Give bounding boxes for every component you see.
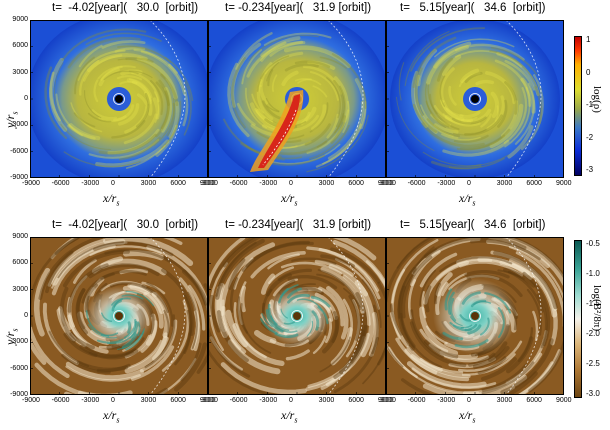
density-panel-t3 <box>386 20 564 178</box>
x-tick-label: -6000 <box>51 397 70 404</box>
x-tick-label: 6000 <box>348 397 364 404</box>
x-tick-label: 9000 <box>378 397 394 404</box>
x-tick-label: -3000 <box>81 397 100 404</box>
colorbar-tick-label: -2 <box>586 132 594 142</box>
panel-title-1-2: t= -0.234[year]( 31.9 [orbit]) <box>225 2 372 14</box>
x-tick-label: -6000 <box>229 180 248 187</box>
x-tick-label: -9000 <box>22 397 40 404</box>
x-tick-label: 0 <box>111 397 115 404</box>
x-tick-label: 3000 <box>318 397 335 404</box>
x-tick-label: -3000 <box>437 397 456 404</box>
x-tick-label: 0 <box>467 180 471 187</box>
colorbar-tick-label: 0 <box>586 67 591 77</box>
y-tick-label: -6000 <box>10 147 28 155</box>
colorbar-tick-label: -3.0 <box>586 389 600 398</box>
y-tick-label: -3000 <box>10 338 28 346</box>
x-tick-label: 0 <box>467 397 471 404</box>
y-tick-label: 6000 <box>12 42 28 50</box>
x-tick-label: -3000 <box>81 180 100 187</box>
x-tick-label: 3000 <box>496 397 513 404</box>
x-tick-label: 6000 <box>170 180 186 187</box>
y-tick-label: 9000 <box>12 16 28 23</box>
x-tick-label: -9000 <box>378 397 396 404</box>
y-tick-label: 0 <box>24 95 28 102</box>
x-axis-label-1-1: x/rs <box>103 191 120 208</box>
x-axis-label-1-2: x/rs <box>281 191 298 208</box>
magnetic-panel-t3 <box>386 237 564 395</box>
x-tick-label: -9000 <box>378 180 396 187</box>
colorbar-tick-label: -1.5 <box>586 299 600 308</box>
x-tick-label: 6000 <box>170 397 186 404</box>
x-tick-label: -3000 <box>259 397 278 404</box>
x-tick-label: 9000 <box>556 397 572 404</box>
y-tick-label: 6000 <box>12 259 28 267</box>
x-tick-label: -6000 <box>407 397 426 404</box>
x-tick-label: 6000 <box>348 180 364 187</box>
y-tick-label: -3000 <box>10 121 28 129</box>
panel-title-1-1: t= -4.02[year]( 30.0 [orbit]) <box>52 2 199 14</box>
density-panel-t1 <box>30 20 208 178</box>
x-tick-label: 3000 <box>140 397 157 404</box>
x-tick-label: -9000 <box>22 180 40 187</box>
x-tick-label: 3000 <box>318 180 335 187</box>
x-tick-label: -6000 <box>407 180 426 187</box>
density-colorbar <box>574 36 582 176</box>
x-tick-label: -9000 <box>200 180 218 187</box>
colorbar-tick-label: 1 <box>586 35 591 44</box>
y-tick-label: -9000 <box>10 391 28 398</box>
x-tick-label: -6000 <box>51 180 70 187</box>
density-panel-t2 <box>208 20 386 178</box>
x-tick-label: 6000 <box>526 180 542 187</box>
panel-title-1-3: t= 5.15[year]( 34.6 [orbit]) <box>400 2 546 14</box>
x-tick-label: -9000 <box>200 397 218 404</box>
x-tick-label: 0 <box>111 180 115 187</box>
magnetic-colorbar <box>574 240 582 398</box>
x-axis-label-2-1: x/rs <box>103 408 120 425</box>
panel-title-2-3: t= 5.15[year]( 34.6 [orbit]) <box>400 219 546 231</box>
x-tick-label: 9000 <box>556 180 572 187</box>
x-tick-label: 3000 <box>496 180 513 187</box>
x-tick-label: 0 <box>289 397 293 404</box>
colorbar-tick-label: -3 <box>586 165 594 174</box>
x-axis-label-2-3: x/rs <box>459 408 476 425</box>
y-tick-label: -6000 <box>10 364 28 372</box>
x-axis-label-2-2: x/rs <box>281 408 298 425</box>
x-tick-label: 9000 <box>200 180 216 187</box>
y-tick-label: 0 <box>24 312 28 319</box>
colorbar-tick-label: -1.0 <box>586 269 600 278</box>
x-tick-label: -3000 <box>259 180 278 187</box>
y-tick-label: 3000 <box>12 68 28 76</box>
x-tick-label: 0 <box>289 180 293 187</box>
colorbar-tick-label: -1 <box>586 100 594 109</box>
magnetic-panel-t2 <box>208 237 386 395</box>
x-tick-label: -6000 <box>229 397 248 404</box>
x-tick-label: 9000 <box>378 180 394 187</box>
x-tick-label: 6000 <box>526 397 542 404</box>
density-colorbar-label: log(ρ) <box>591 86 603 113</box>
magnetic-colorbar-label: log(B²/8π) <box>591 285 603 332</box>
colorbar-tick-label: -2.5 <box>586 359 600 368</box>
panel-title-2-1: t= -4.02[year]( 30.0 [orbit]) <box>52 219 199 231</box>
x-axis-label-1-3: x/rs <box>459 191 476 208</box>
panel-title-2-2: t= -0.234[year]( 31.9 [orbit]) <box>225 219 372 231</box>
x-tick-label: 9000 <box>200 397 216 404</box>
y-tick-label: 9000 <box>12 233 28 240</box>
y-tick-label: -9000 <box>10 174 28 181</box>
x-tick-label: 3000 <box>140 180 157 187</box>
y-tick-label: 3000 <box>12 285 28 293</box>
colorbar-tick-label: -0.5 <box>586 239 600 248</box>
x-tick-label: -3000 <box>437 180 456 187</box>
magnetic-panel-t1 <box>30 237 208 395</box>
colorbar-tick-label: -2.0 <box>586 329 600 338</box>
